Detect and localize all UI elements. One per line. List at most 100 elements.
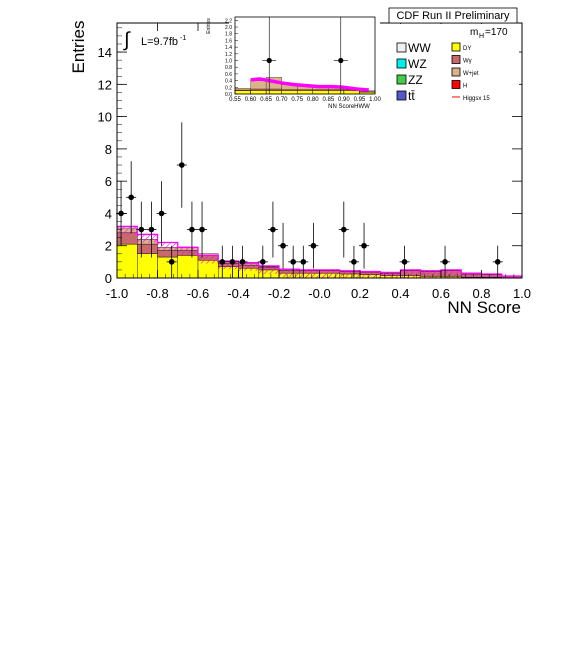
data-point	[158, 210, 165, 217]
legend-swatch	[396, 58, 407, 69]
data-point	[351, 259, 357, 265]
inset-bar-dy	[343, 90, 360, 95]
higgs-band-bin	[238, 262, 259, 271]
data-point	[442, 259, 448, 265]
inset-x-tick-label: 0.65	[260, 97, 272, 103]
inset-x-tick-label: 0.60	[245, 97, 257, 103]
inset-y-tick-label: 1.0	[225, 59, 232, 65]
inset-bar-w-jet	[234, 88, 251, 91]
inset-bar-dy	[250, 90, 267, 95]
higgs-band-bin	[198, 255, 219, 264]
inset-data-point	[266, 57, 272, 64]
higgs-band-bin	[157, 242, 178, 251]
inset-axes: 0.55 0.60 0.65 0.70 0.75 0.80 0.85 0.90 0.95 1.00…	[225, 18, 381, 103]
higgs-signal-line	[117, 225, 522, 277]
data-point	[341, 226, 347, 233]
data-point	[199, 226, 205, 233]
data-point	[270, 226, 276, 233]
x-tick-label: 1.0	[513, 286, 531, 301]
inset-bar-w-	[281, 89, 298, 91]
legend-swatch	[396, 74, 407, 85]
data-point	[168, 259, 175, 265]
higgs-band-bin	[279, 269, 300, 278]
x-tick-label: -1.0	[106, 286, 128, 301]
legend-box	[391, 24, 519, 107]
higgs-band-bin	[420, 270, 441, 278]
bar-dy	[116, 243, 138, 279]
y-tick-label: 10	[98, 110, 112, 125]
legend-right-column: DY Wγ W+jet H Higgsx 15	[451, 42, 490, 102]
inset-x-tick-label: 0.70	[276, 97, 288, 103]
inset-bar-dy	[312, 90, 329, 95]
main-axes: -1.0 -0.8 -0.6 -0.4 -0.2 -0.0 0.2 0.4 0.6 0.8 1.00…	[98, 23, 531, 301]
x-axis-label: NN Score	[447, 298, 521, 317]
data-point	[179, 162, 185, 168]
y-tick-label: 8	[105, 142, 112, 157]
inset-y-axis-label: Entries	[206, 18, 212, 34]
x-tick-label: -0.4	[227, 286, 249, 301]
legend-label: WZ	[408, 57, 427, 71]
inset-higgs-line	[250, 77, 369, 92]
mass-label-m: m	[470, 27, 478, 38]
higgs-band-bin	[177, 247, 198, 256]
y-tick-label: 6	[105, 174, 112, 189]
inset-bar-dy	[297, 90, 313, 95]
inset-bar-dy	[281, 90, 298, 95]
x-tick-label: -0.0	[308, 286, 330, 301]
higgs-band-bin	[117, 226, 138, 235]
inset-y-tick-label: 0.6	[225, 72, 232, 78]
inset-x-tick-label: 0.55	[229, 97, 241, 103]
x-tick-label: 0.8	[472, 286, 490, 301]
inset-bar-w-	[312, 89, 329, 91]
higgs-band-bin	[501, 276, 522, 278]
legend-label: W+jet	[463, 71, 479, 77]
chart-title: CDF Run II Preliminary	[396, 10, 510, 22]
mass-label: m H =170	[470, 27, 508, 40]
inset-y-tick-label: 1.2	[225, 52, 232, 58]
higgs-signal-band	[117, 225, 522, 278]
higgs-band-bin	[360, 271, 381, 278]
inset-y-tick-label: 2.0	[225, 25, 232, 31]
data-point	[128, 194, 134, 201]
x-tick-label: 0.6	[432, 286, 450, 301]
y-tick-label: 2	[105, 239, 112, 254]
data-point	[260, 259, 266, 265]
inset-x-tick-label: 0.75	[291, 97, 303, 103]
inset-bar-w-	[328, 89, 345, 91]
inset-y-tick-label: 0.4	[225, 79, 232, 85]
legend-label: ZZ	[408, 73, 423, 87]
inset-x-tick-label: 0.90	[338, 97, 350, 103]
data-point	[189, 226, 195, 233]
inset-y-tick-label: 0.0	[225, 92, 232, 98]
legend-swatch	[451, 80, 461, 89]
data-point	[239, 259, 246, 265]
inset-bar-dy	[328, 90, 345, 95]
legend-swatch	[396, 42, 407, 53]
data-point	[300, 259, 307, 265]
legend-label: DY	[463, 46, 471, 52]
bar-dy	[177, 255, 199, 279]
inset-x-axis-label: NN ScoreHWW	[328, 104, 370, 110]
data-point	[290, 259, 296, 265]
legend-label: tt̄	[408, 89, 415, 103]
inset-data-points	[262, 17, 348, 94]
bar-w-	[116, 232, 138, 245]
bar-dy	[157, 256, 178, 279]
y-axis-label: Entries	[69, 21, 88, 74]
inset-y-tick-label: 2.2	[225, 18, 232, 24]
higgs-band-bin	[137, 234, 158, 243]
legend-label: Wγ	[463, 59, 472, 65]
mass-label-sub: H	[479, 33, 484, 40]
legend-swatch	[396, 90, 407, 101]
x-tick-label: -0.2	[268, 286, 290, 301]
x-tick-label: 0.4	[391, 286, 409, 301]
inset-bar-dy	[234, 90, 251, 95]
higgs-band-bin	[218, 261, 239, 270]
data-point	[138, 226, 145, 233]
data-point	[229, 259, 236, 265]
y-tick-label: 0	[105, 271, 112, 286]
higgs-band-bin	[400, 269, 421, 278]
inset-frame	[234, 16, 376, 95]
higgs-band-bin	[258, 265, 279, 274]
